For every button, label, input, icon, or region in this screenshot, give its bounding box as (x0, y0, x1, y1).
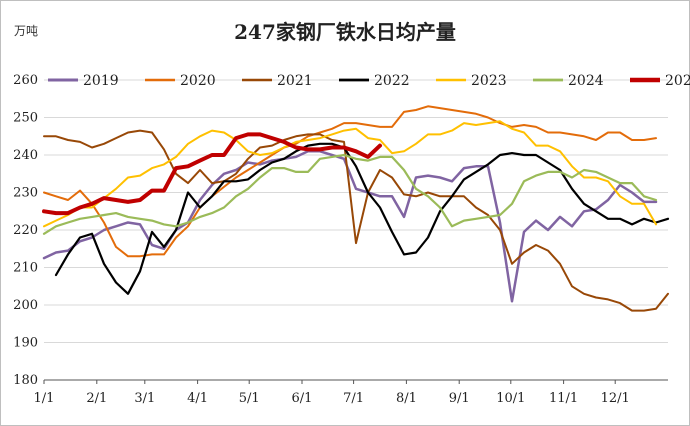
x-tick-label: 7/1 (343, 391, 364, 406)
legend-label-2022: 2022 (374, 73, 410, 89)
series-layer (42, 105, 670, 312)
y-tick-label: 210 (13, 261, 38, 276)
legend-label-2024: 2024 (568, 73, 604, 89)
legend: 2019 2020 2021 2022 2023 2024 2025 (48, 73, 690, 89)
legend-label-2025: 2025 (665, 73, 690, 89)
legend-label-2020: 2020 (180, 73, 216, 89)
x-tick-label: 4/1 (187, 391, 208, 406)
x-tick-label: 9/1 (449, 391, 470, 406)
y-tick-label: 260 (13, 73, 38, 88)
x-tick-label: 1/1 (34, 391, 55, 406)
x-tick-label: 5/1 (239, 391, 260, 406)
legend-label-2019: 2019 (83, 73, 119, 89)
y-tick-label: 200 (13, 298, 38, 313)
series-line-2023 (43, 120, 657, 228)
y-tick-label: 230 (13, 186, 38, 201)
chart-title: 247家钢厂铁水日均产量 (234, 20, 456, 44)
x-tick-label: 12/1 (601, 391, 630, 406)
y-tick-label: 240 (13, 148, 38, 163)
x-tick-label: 6/1 (292, 391, 313, 406)
y-tick-label: 190 (13, 336, 38, 351)
series-line-2025 (42, 132, 382, 216)
x-tick-label: 11/1 (549, 391, 578, 406)
x-tick-label: 2/1 (86, 391, 107, 406)
y-tick-label: 250 (13, 111, 38, 126)
unit-label: 万吨 (14, 24, 38, 38)
legend-label-2023: 2023 (471, 73, 507, 89)
x-tick-label: 3/1 (134, 391, 155, 406)
axis-layer: 180 190 200 210 220 230 240 250 260 1/1 2/1 3/1 4/1 5… (13, 73, 668, 406)
series-line-2021 (43, 129, 669, 312)
series-line-2024 (42, 153, 658, 235)
x-tick-label: 8/1 (396, 391, 417, 406)
series-line-2019 (42, 150, 658, 303)
y-tick-label: 220 (13, 223, 38, 238)
x-tick-label: 10/1 (496, 391, 525, 406)
series-line-2022 (54, 142, 670, 295)
legend-label-2021: 2021 (277, 73, 313, 89)
y-tick-label: 180 (13, 373, 38, 388)
